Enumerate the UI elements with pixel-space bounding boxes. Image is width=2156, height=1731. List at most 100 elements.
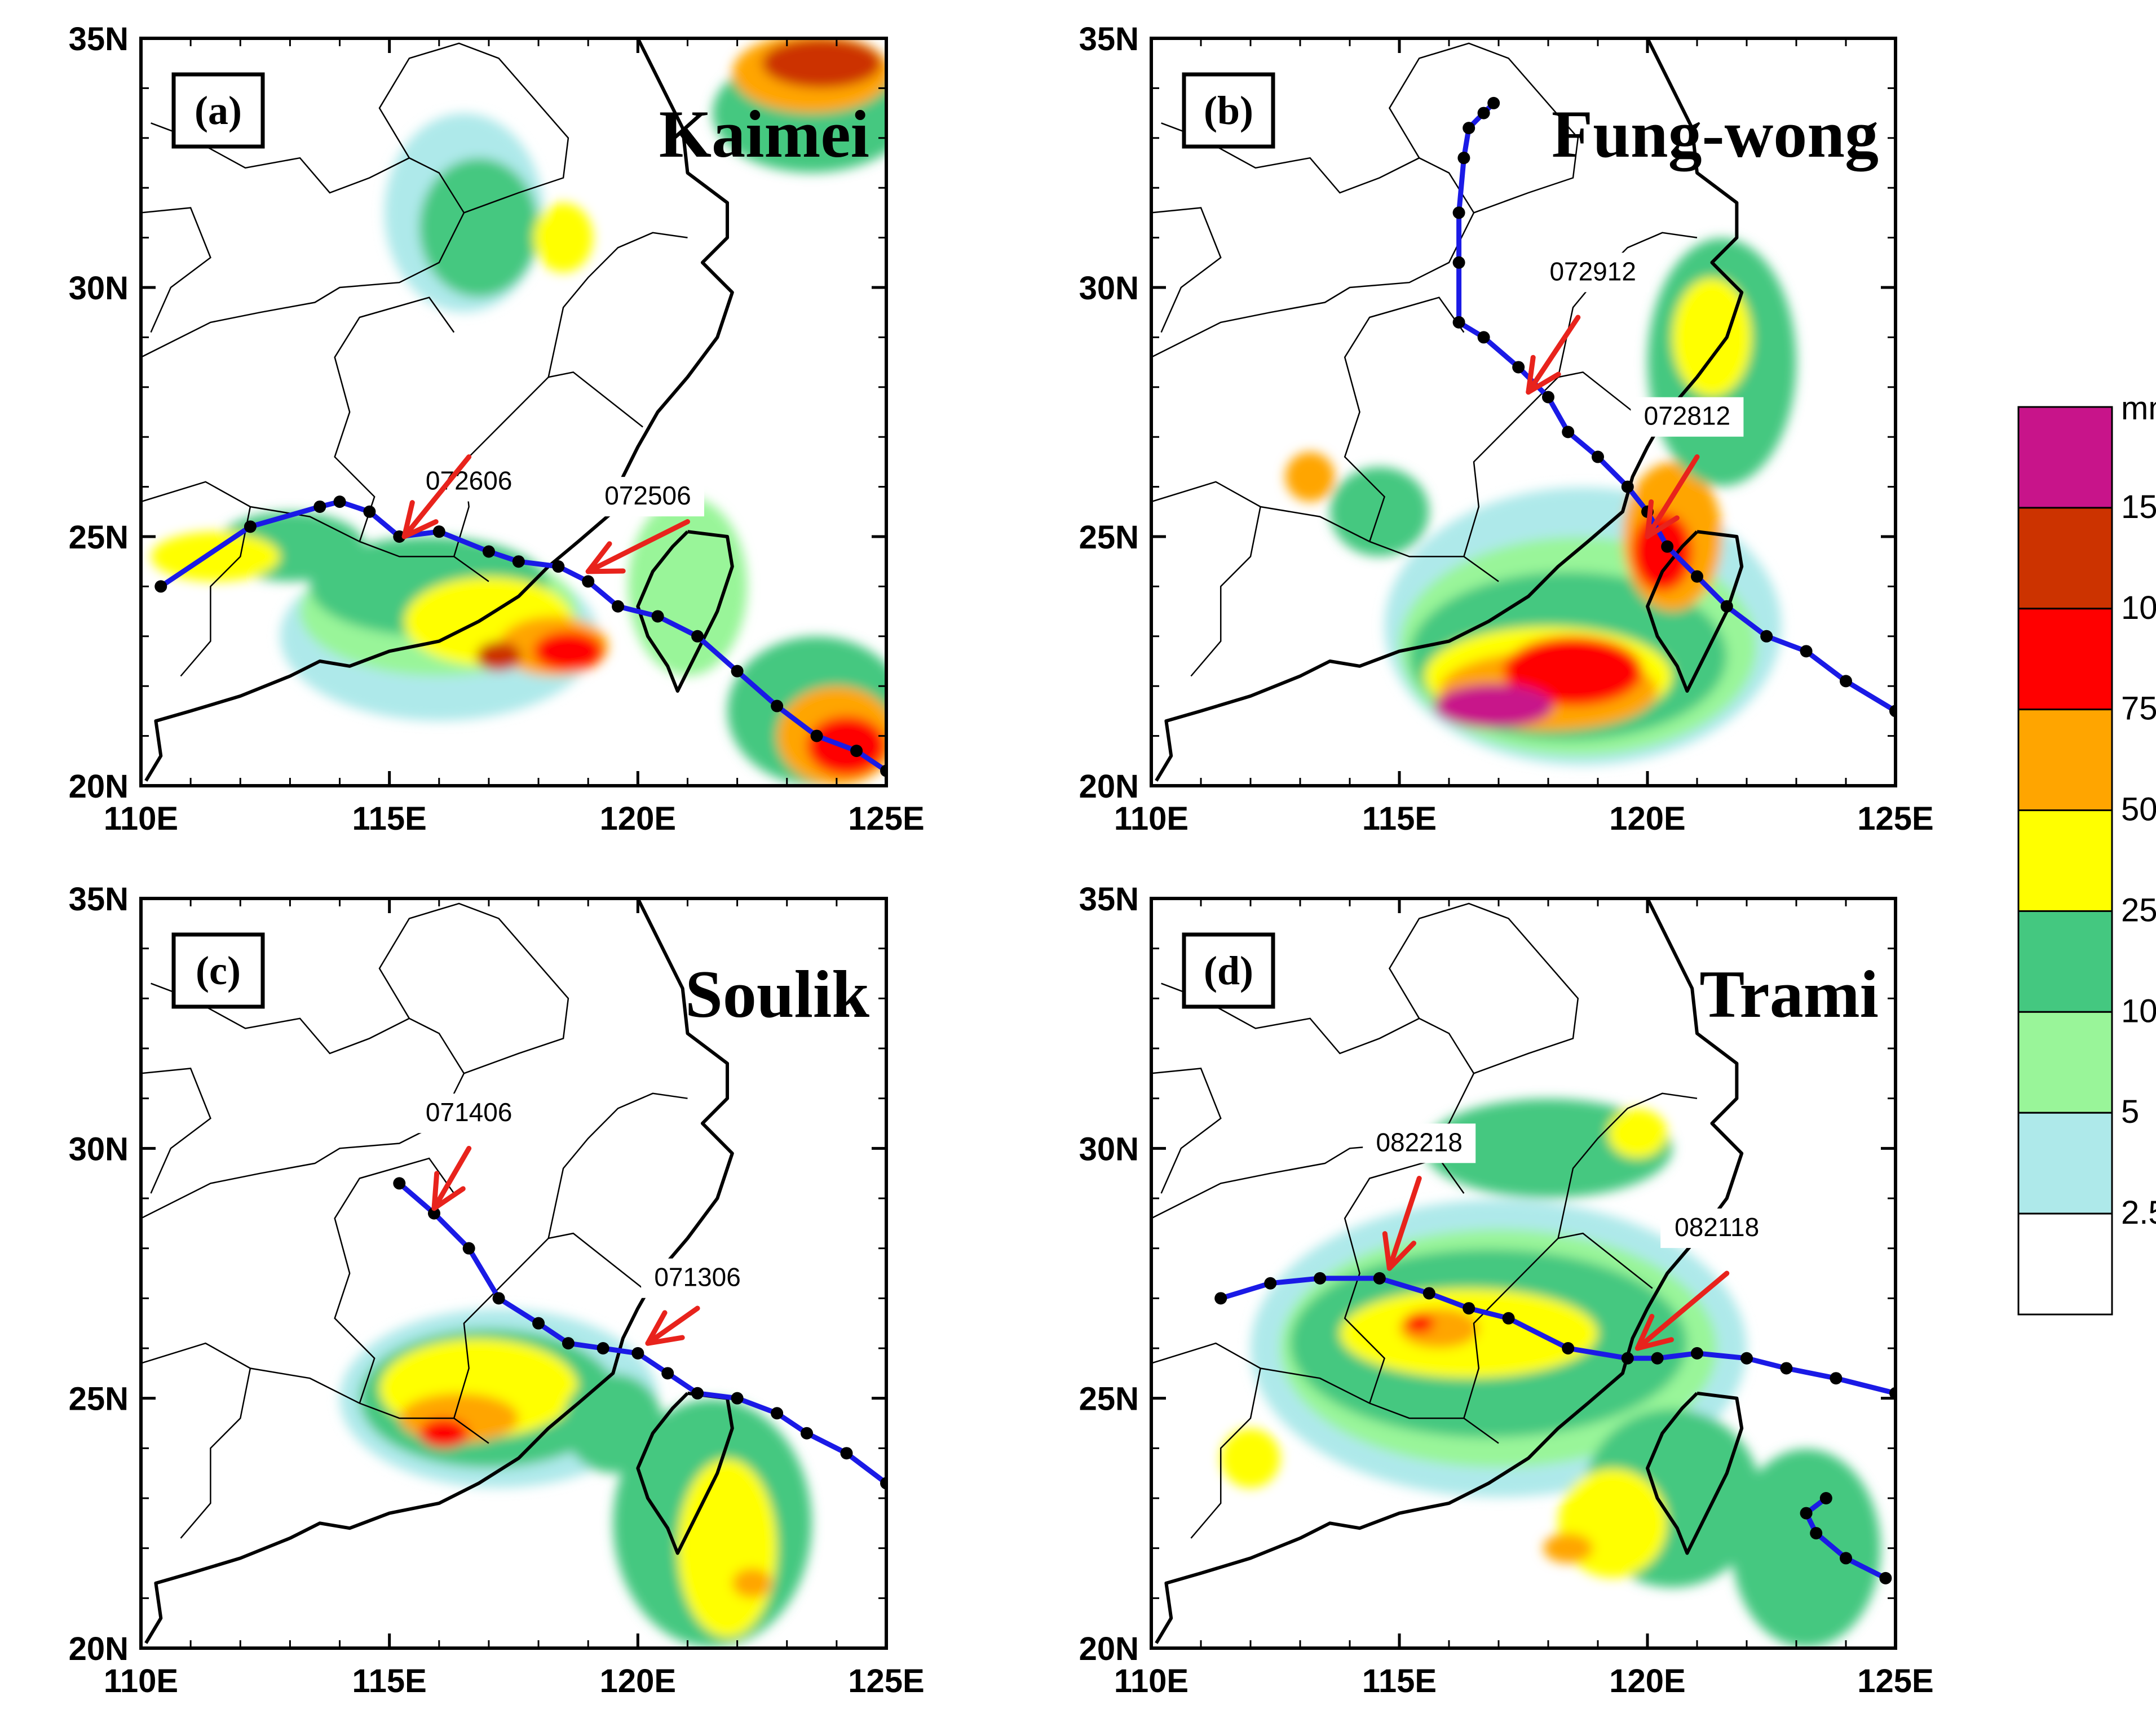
track-point <box>1542 391 1554 404</box>
rain-area <box>1285 451 1335 502</box>
track-point <box>482 545 495 558</box>
colorbar-segment <box>2017 406 2113 509</box>
track-point <box>731 1392 744 1405</box>
province-border <box>1151 1068 1222 1194</box>
track-point <box>661 1367 674 1380</box>
lon-tick-label: 110E <box>1114 1663 1189 1699</box>
lon-tick-label: 115E <box>1362 1663 1437 1699</box>
panel-letter: (c) <box>196 948 241 993</box>
rain-area <box>732 1568 772 1599</box>
province-border <box>1190 1368 1261 1539</box>
track-point <box>1800 1507 1813 1520</box>
track-point <box>1477 107 1490 119</box>
province-border <box>378 42 569 214</box>
province-border <box>1190 506 1261 677</box>
panel-letter-box <box>171 932 265 1009</box>
track-point <box>244 520 257 533</box>
lat-tick-label: 35N <box>69 21 129 57</box>
track-point <box>582 575 595 588</box>
colorbar-segment <box>2017 709 2113 812</box>
track-point <box>691 1387 704 1400</box>
track-point <box>313 500 326 513</box>
province-border <box>1557 1092 1698 1239</box>
panel-frame <box>1150 37 1897 787</box>
panels-container: 110E 115E 120E 125E 35N 30N 25N 20N (a) Kaimei 072… <box>69 21 1934 1699</box>
arrow-head <box>1645 499 1680 539</box>
panel-letter-box <box>171 72 265 149</box>
panel-frame <box>139 37 888 787</box>
lat-tick-label: 35N <box>1079 881 1139 918</box>
time-label-box <box>412 462 525 502</box>
lon-tick-label: 110E <box>1114 800 1189 837</box>
province-border <box>378 902 569 1074</box>
colorbar-label: 2.5 <box>2121 1194 2156 1231</box>
lon-tick-label: 120E <box>600 1663 676 1699</box>
track-point <box>691 630 704 643</box>
time-label: 082218 <box>1376 1127 1463 1157</box>
lat-tick-label: 20N <box>1079 1631 1139 1667</box>
track-point <box>1452 256 1465 269</box>
colorbar-segment <box>2017 910 2113 1013</box>
track-point <box>1562 1342 1575 1354</box>
time-label-box <box>1631 397 1744 437</box>
time-label-box <box>1363 1123 1476 1163</box>
track-point <box>1452 206 1465 219</box>
lon-tick-label: 125E <box>848 800 924 837</box>
lon-tick-label: 125E <box>1857 800 1933 837</box>
colorbar-label: 150 <box>2121 489 2156 525</box>
map-panel-1: 110E 115E 120E 125E 35N 30N 25N 20N (a) Kaimei 072… <box>69 21 925 837</box>
map-area <box>1151 38 1896 782</box>
arrow-head <box>1526 355 1561 395</box>
arrow-head <box>401 500 439 539</box>
lat-tick-label: 30N <box>1079 1131 1139 1167</box>
panel-frame <box>1150 897 1897 1650</box>
province-border <box>547 232 688 378</box>
arrow-head <box>1382 1231 1417 1271</box>
arrow-shaft <box>1386 1176 1422 1271</box>
lon-tick-label: 115E <box>1362 800 1437 837</box>
rain-area <box>762 38 882 88</box>
lon-tick-label: 110E <box>104 1663 178 1699</box>
track-point <box>1621 480 1634 493</box>
coastline <box>144 898 734 1644</box>
track-point <box>810 729 823 742</box>
province-border <box>1151 481 1499 582</box>
rain-area <box>563 1373 663 1473</box>
rain-area <box>1221 1428 1280 1488</box>
colorbar: 150 100 75 50 25 10 5 2.5 mm <box>2017 390 2156 1316</box>
rain-area <box>628 497 748 676</box>
track-point <box>427 1207 440 1220</box>
rain-area <box>1672 277 1752 397</box>
track-point <box>1830 1372 1843 1385</box>
taiwan-coastline <box>1646 530 1744 693</box>
arrow-shaft <box>431 1145 472 1211</box>
province-border <box>1388 902 1579 1074</box>
track-point <box>393 1177 406 1190</box>
track-point <box>651 610 664 623</box>
track-point <box>1264 1277 1277 1290</box>
rain-area <box>533 631 603 671</box>
track-point <box>363 505 376 518</box>
arrow-shaft <box>585 519 690 574</box>
lat-tick-label: 20N <box>1079 768 1139 805</box>
lat-tick-label: 35N <box>1079 21 1139 57</box>
map-panel-2: 110E 115E 120E 125E 35N 30N 25N 20N (b) Fung-wong… <box>1079 21 1934 837</box>
lat-tick-label: 30N <box>1079 270 1139 307</box>
province-border <box>1388 42 1579 214</box>
time-label: 082118 <box>1675 1212 1759 1242</box>
track-point <box>1592 450 1604 463</box>
province-border <box>141 1342 489 1444</box>
lat-tick-label: 30N <box>69 1131 129 1167</box>
province-border <box>1463 1232 1653 1419</box>
coastline <box>144 38 734 782</box>
track-point <box>1502 1312 1515 1325</box>
map-panel-3: 110E 115E 120E 125E 35N 30N 25N 20N (c) Soulik 071… <box>69 881 925 1699</box>
time-label: 072912 <box>1549 256 1636 286</box>
panel-letter-box <box>1182 932 1275 1009</box>
coastline <box>1155 38 1744 782</box>
typhoon-name: Trami <box>1699 957 1879 1031</box>
precipitation-shading <box>151 38 886 786</box>
province-border <box>141 1068 211 1194</box>
arrow-shaft <box>645 1305 700 1346</box>
province-border <box>141 207 211 333</box>
